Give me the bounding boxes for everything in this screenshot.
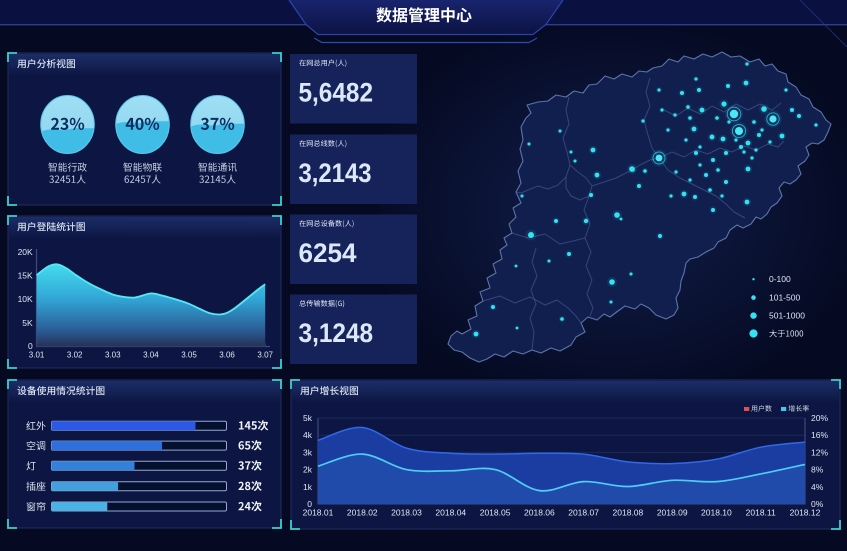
svg-text:0%: 0% [811, 499, 824, 509]
svg-text:4%: 4% [811, 482, 824, 492]
svg-text:2018.04: 2018.04 [435, 508, 466, 518]
svg-text:3k: 3k [303, 447, 313, 457]
svg-text:1k: 1k [303, 482, 313, 492]
svg-text:8%: 8% [811, 465, 824, 475]
svg-text:3.02: 3.02 [67, 351, 83, 360]
svg-text:0-100: 0-100 [769, 274, 791, 284]
svg-text:2018.07: 2018.07 [568, 508, 599, 518]
svg-text:3.05: 3.05 [181, 351, 197, 360]
svg-text:0: 0 [307, 499, 312, 509]
svg-text:3,2143: 3,2143 [299, 158, 372, 188]
svg-text:3,1248: 3,1248 [299, 318, 374, 348]
svg-text:2018.06: 2018.06 [524, 508, 555, 518]
svg-text:2018.12: 2018.12 [790, 508, 821, 518]
svg-text:2018.08: 2018.08 [613, 508, 644, 518]
svg-text:5K: 5K [22, 318, 33, 328]
svg-text:2k: 2k [303, 465, 313, 475]
svg-text:16%: 16% [811, 430, 828, 440]
svg-text:2018.10: 2018.10 [701, 508, 732, 518]
svg-text:20%: 20% [811, 413, 828, 423]
svg-text:6254: 6254 [299, 238, 357, 268]
svg-text:4k: 4k [303, 430, 313, 440]
svg-text:3.07: 3.07 [257, 351, 273, 360]
svg-text:2018.03: 2018.03 [391, 508, 422, 518]
svg-text:3.01: 3.01 [29, 351, 45, 360]
svg-text:3.06: 3.06 [219, 351, 235, 360]
svg-text:3.04: 3.04 [143, 351, 159, 360]
svg-text:2018.11: 2018.11 [746, 508, 776, 518]
svg-text:12%: 12% [811, 447, 828, 457]
svg-text:0: 0 [28, 341, 33, 351]
svg-text:101-500: 101-500 [769, 293, 800, 303]
svg-text:501-1000: 501-1000 [769, 311, 805, 321]
svg-text:2018.05: 2018.05 [480, 508, 511, 518]
svg-text:2018.01: 2018.01 [303, 508, 334, 518]
svg-text:10K: 10K [18, 294, 33, 304]
svg-text:15K: 15K [18, 271, 33, 281]
svg-text:2018.09: 2018.09 [657, 508, 688, 518]
svg-text:3.03: 3.03 [105, 351, 121, 360]
svg-text:2018.02: 2018.02 [347, 508, 378, 518]
svg-text:5,6482: 5,6482 [299, 78, 374, 108]
svg-text:5k: 5k [303, 413, 313, 423]
svg-text:20K: 20K [18, 247, 33, 257]
